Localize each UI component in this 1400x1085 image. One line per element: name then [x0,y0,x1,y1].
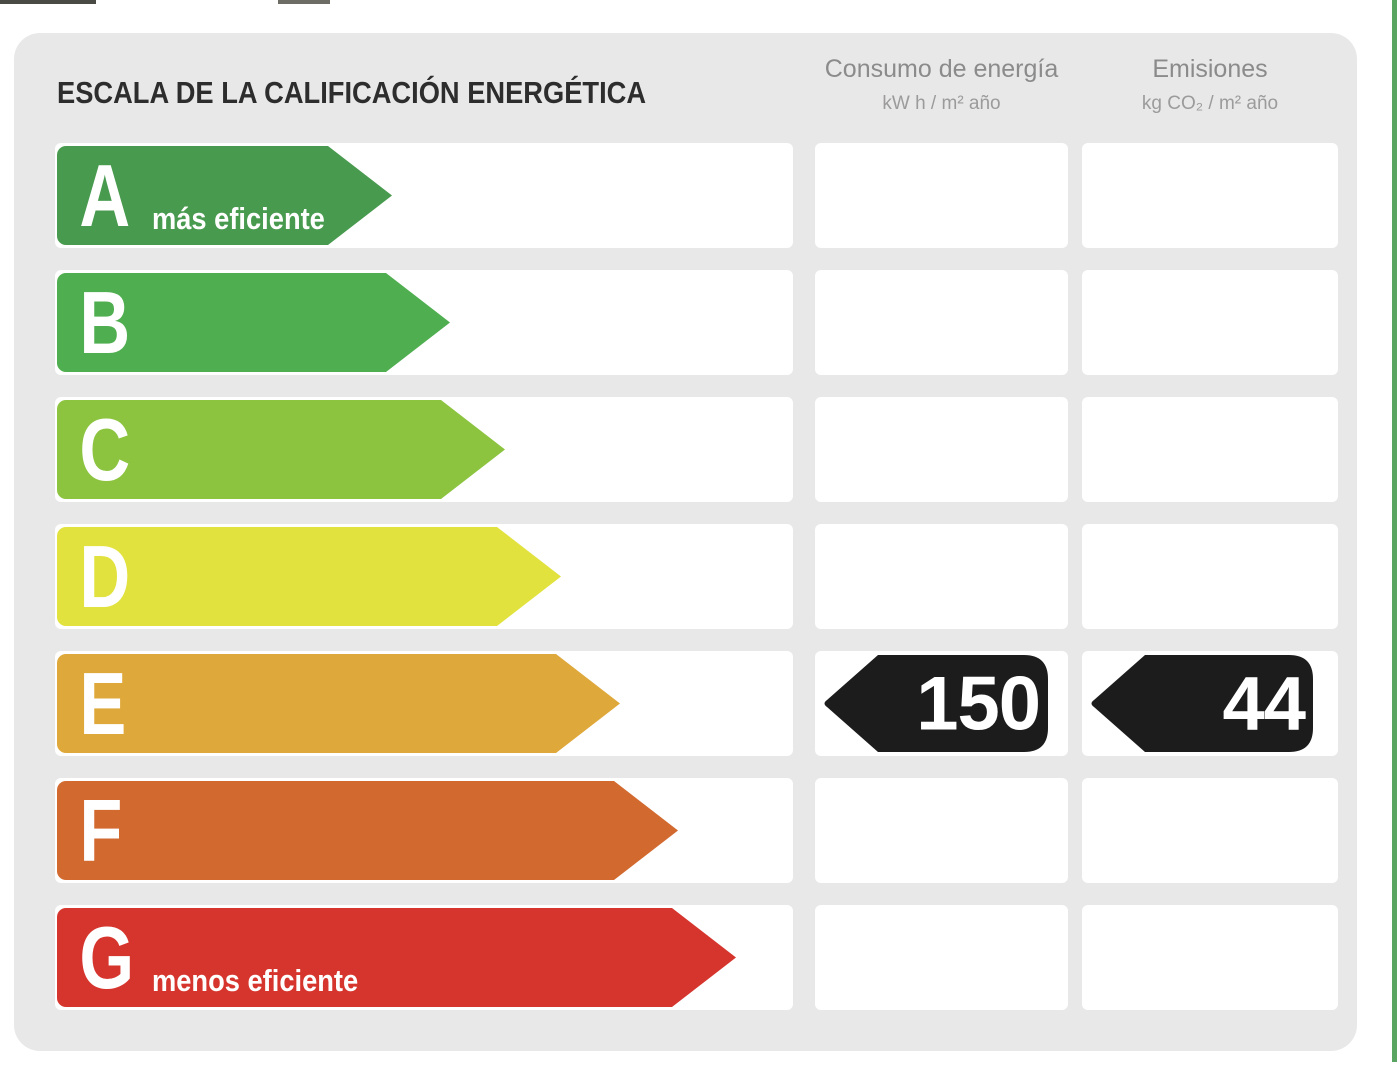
left-arrow-badge-shape: 44 [1091,655,1313,752]
rating-row-c: C [55,397,1338,502]
emissions-value-badge: 44 [1085,653,1315,754]
right-edge-green-line [1392,0,1397,1062]
rating-arrow-b: B [57,273,450,372]
rating-row-e: E 150 44 [55,651,1338,756]
rating-letter: D [79,527,131,626]
emissions-cell [1082,397,1338,502]
consumption-value-badge: 150 [818,653,1050,754]
emissions-label: Emisiones [1152,55,1268,83]
consumption-cell [815,143,1068,248]
rating-row-a: A más eficiente [55,143,1338,248]
emissions-cell [1082,778,1338,883]
column-header-consumption: Consumo de energía kW h / m² año [815,55,1068,115]
rating-arrow-g: G menos eficiente [57,908,736,1007]
rating-arrow-c: C [57,400,505,499]
consumption-cell [815,778,1068,883]
consumption-cell [815,270,1068,375]
least-efficient-note: menos eficiente [152,963,359,998]
consumption-unit: kW h / m² año [882,93,1001,114]
rating-row-f: F [55,778,1338,883]
left-arrow-badge-shape: 150 [824,655,1048,752]
consumption-label: Consumo de energía [824,55,1059,83]
emissions-cell [1082,270,1338,375]
rating-arrow-a: A más eficiente [57,146,392,245]
rating-letter: B [79,273,131,372]
rating-arrow-e: E [57,654,620,753]
emissions-cell [1082,143,1338,248]
emissions-cell [1082,905,1338,1010]
consumption-value: 150 [916,662,1040,747]
consumption-cell [815,524,1068,629]
rating-row-b: B [55,270,1338,375]
rating-rows: A más eficiente B C [55,143,1338,1032]
rating-letter: G [79,908,135,1007]
rating-letter: C [79,400,131,499]
rating-row-d: D [55,524,1338,629]
badge-background [1091,655,1313,752]
rating-row-g: G menos eficiente [55,905,1338,1010]
top-crop-artifact-left [0,0,96,4]
rating-letter: A [79,146,131,245]
energy-scale-panel: ESCALA DE LA CALIFICACIÓN ENERGÉTICA Con… [14,33,1357,1051]
most-efficient-note: más eficiente [152,201,325,236]
rating-arrow-f: F [57,781,678,880]
rating-letter: F [79,781,123,880]
column-header-emissions: Emisiones kg CO₂ / m² año [1082,55,1338,115]
consumption-cell [815,905,1068,1010]
rating-arrow-d: D [57,527,561,626]
emissions-value: 44 [1222,662,1305,747]
emissions-cell [1082,524,1338,629]
top-crop-artifact-mid [278,0,330,4]
emissions-unit: kg CO₂ / m² año [1141,93,1279,114]
badge-background [824,655,1048,752]
rating-letter: E [79,654,127,753]
consumption-cell [815,397,1068,502]
page-title: ESCALA DE LA CALIFICACIÓN ENERGÉTICA [57,75,647,110]
